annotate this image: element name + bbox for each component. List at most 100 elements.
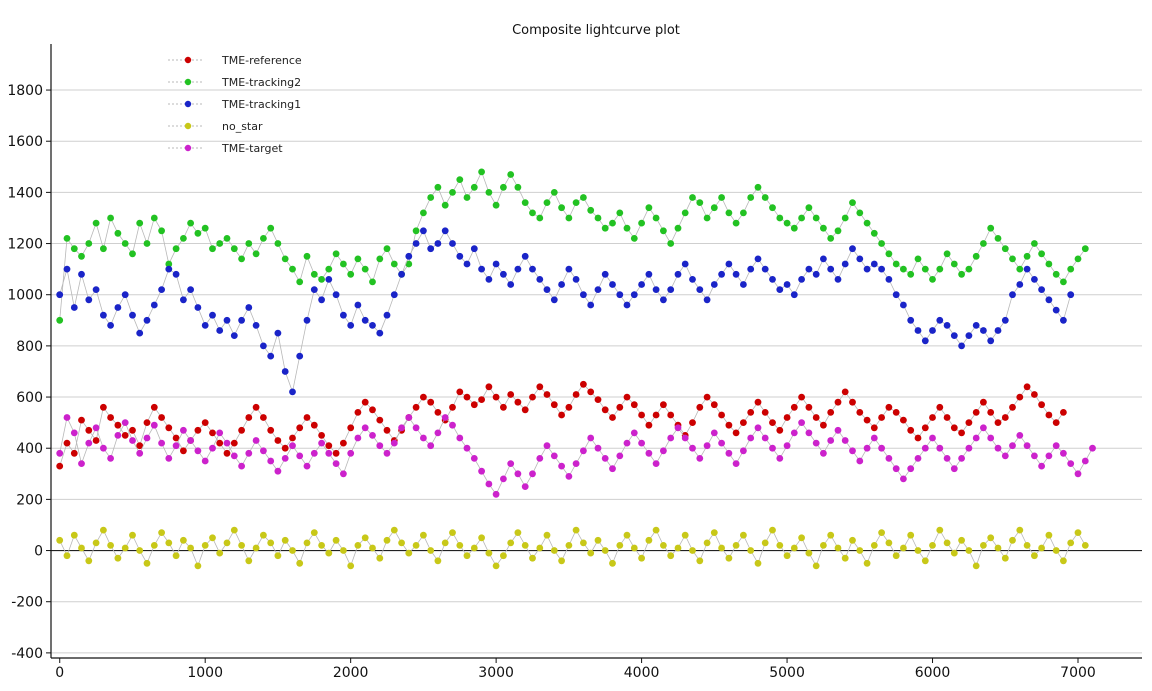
data-point [638, 554, 645, 562]
x-tick-label: 5000 [769, 665, 805, 681]
data-point [965, 444, 973, 452]
data-point [761, 194, 769, 201]
data-point [121, 419, 129, 426]
data-point [507, 391, 515, 398]
data-point [129, 531, 136, 539]
data-point [180, 447, 187, 455]
data-point [347, 424, 355, 432]
data-point [245, 304, 253, 311]
data-point [449, 240, 456, 247]
data-point [580, 291, 587, 299]
data-point [1023, 383, 1031, 391]
data-point [529, 209, 536, 217]
data-point [318, 439, 325, 447]
data-point [274, 467, 282, 475]
data-point [405, 252, 413, 260]
data-point [798, 214, 805, 222]
data-point [950, 549, 958, 557]
data-point [601, 455, 609, 462]
data-point [856, 255, 864, 263]
data-point [398, 424, 405, 432]
data-point [70, 245, 78, 253]
data-point [332, 291, 340, 299]
x-tick-label: 2000 [333, 665, 369, 681]
data-point [849, 536, 856, 544]
data-point [500, 183, 507, 191]
data-point [470, 245, 478, 253]
data-point [725, 260, 733, 268]
data-point [209, 429, 216, 437]
legend-label: TME-target [221, 142, 283, 155]
data-point [340, 439, 347, 447]
data-point [420, 209, 427, 217]
data-point [1001, 554, 1009, 562]
data-point [1016, 526, 1024, 534]
data-point [114, 432, 122, 439]
data-point [390, 291, 398, 299]
data-point [223, 439, 231, 447]
data-point [1031, 391, 1038, 398]
data-point [281, 368, 289, 375]
data-point [841, 437, 849, 444]
data-point [769, 204, 776, 212]
data-point [245, 240, 253, 247]
data-point [601, 270, 609, 278]
data-point [536, 544, 544, 552]
data-point [1067, 265, 1075, 273]
data-point [449, 189, 456, 196]
data-point [638, 439, 645, 447]
data-point [325, 265, 333, 273]
data-point [929, 542, 936, 549]
data-point [892, 465, 900, 473]
data-point [558, 204, 565, 212]
data-point [216, 327, 224, 334]
data-point [281, 444, 289, 452]
data-point [609, 559, 616, 567]
data-point [623, 531, 631, 539]
data-point [616, 209, 624, 217]
data-point [892, 552, 900, 560]
data-point [150, 301, 158, 309]
data-point [296, 352, 304, 360]
data-point [558, 557, 565, 565]
data-point [412, 542, 420, 549]
data-point [456, 542, 464, 549]
data-point [449, 421, 456, 429]
data-point [165, 539, 173, 547]
data-point [696, 455, 704, 462]
data-point [776, 214, 784, 222]
data-point [674, 544, 682, 552]
data-point [943, 455, 951, 462]
data-point [434, 557, 442, 565]
data-point [834, 544, 842, 552]
data-point [107, 322, 114, 329]
data-point [543, 199, 551, 207]
data-point [900, 265, 907, 273]
data-point [987, 409, 995, 416]
data-point [194, 229, 202, 237]
data-point [936, 403, 944, 411]
data-point [885, 276, 893, 283]
data-point [303, 316, 311, 324]
legend-item: TME-reference [168, 54, 302, 67]
data-point [252, 250, 260, 258]
data-point [572, 391, 580, 398]
data-point [660, 447, 667, 455]
data-point [805, 204, 813, 212]
data-point [972, 434, 980, 442]
data-point [456, 252, 464, 260]
data-point [296, 452, 304, 460]
data-point [201, 419, 209, 426]
data-point [645, 449, 653, 457]
data-point [914, 547, 922, 554]
data-point [1074, 529, 1082, 536]
data-point [318, 296, 325, 304]
data-point [921, 444, 929, 452]
data-point [834, 276, 842, 283]
data-point [78, 416, 85, 424]
data-point [841, 388, 849, 396]
data-point [318, 276, 325, 283]
data-point [100, 311, 107, 319]
data-point [696, 286, 704, 293]
data-point [514, 529, 522, 536]
